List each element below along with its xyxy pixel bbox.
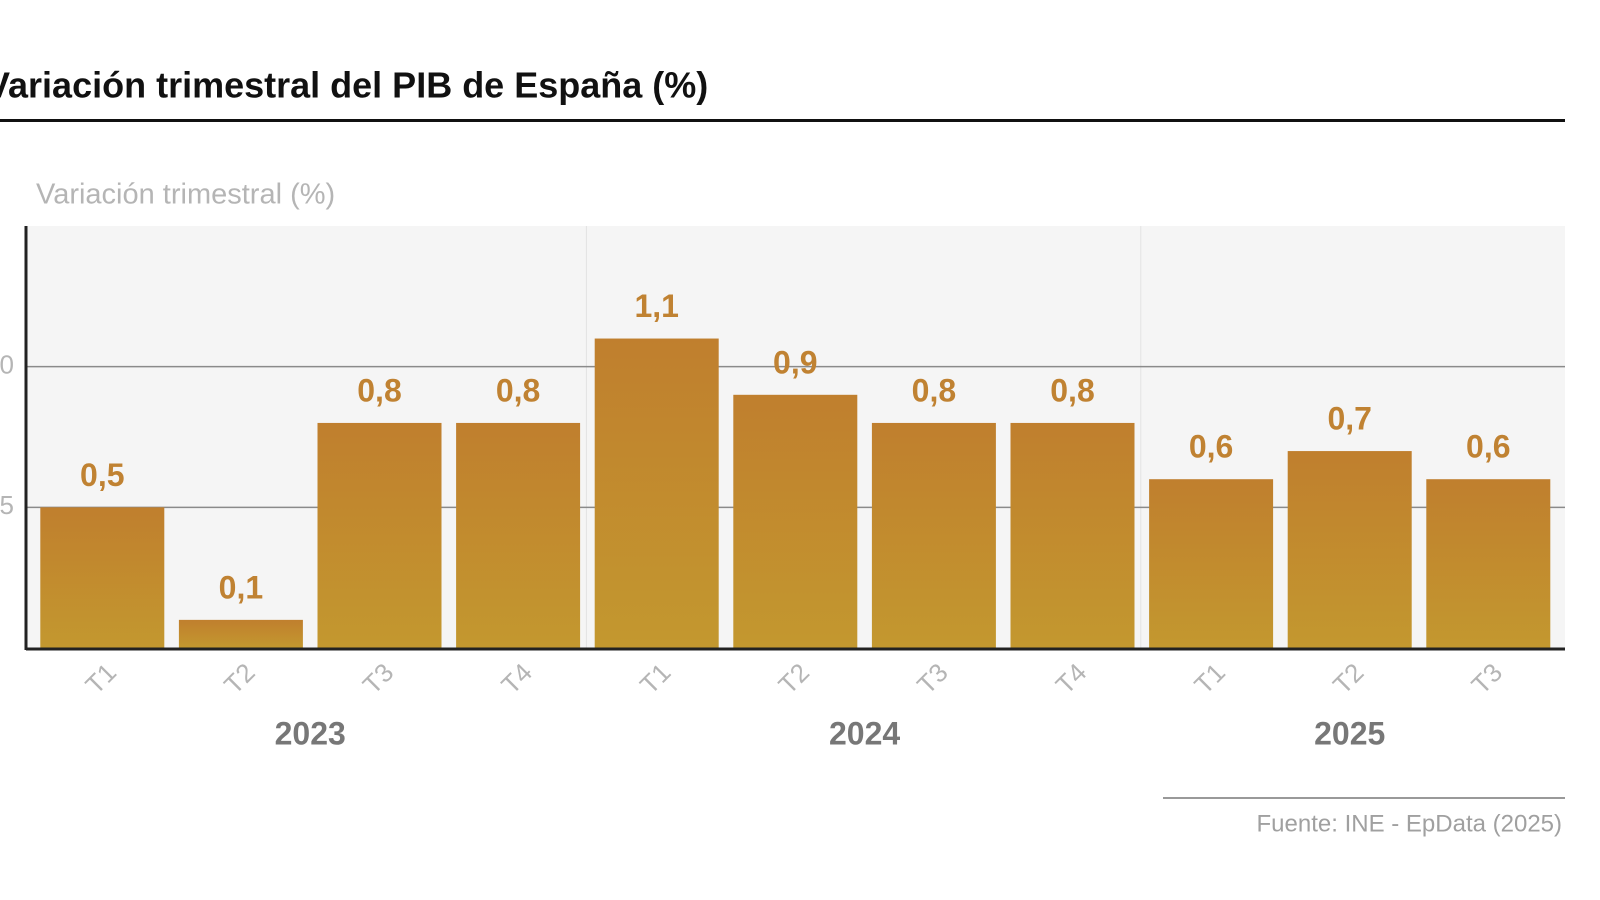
x-tick-label: T1 bbox=[634, 657, 677, 700]
value-label: 0,8 bbox=[1050, 372, 1094, 408]
group-label: 2024 bbox=[829, 715, 900, 751]
title-rule bbox=[0, 119, 1565, 122]
y-tick-label: 1,0 bbox=[0, 350, 14, 380]
value-label: 0,5 bbox=[80, 457, 124, 493]
bar bbox=[178, 619, 303, 648]
bar bbox=[317, 422, 442, 648]
x-tick-label: T2 bbox=[1327, 657, 1370, 700]
value-label: 0,7 bbox=[1327, 401, 1371, 437]
x-tick-label: T1 bbox=[1188, 657, 1231, 700]
value-label: 0,6 bbox=[1466, 429, 1510, 465]
x-tick-label: T2 bbox=[218, 657, 261, 700]
group-label: 2025 bbox=[1314, 715, 1385, 751]
bar bbox=[1010, 422, 1135, 648]
value-label: 0,8 bbox=[496, 372, 540, 408]
bar bbox=[1287, 451, 1412, 648]
value-label: 0,8 bbox=[357, 372, 401, 408]
x-tick-label: T4 bbox=[1050, 657, 1093, 700]
x-tick-label: T4 bbox=[495, 657, 538, 700]
x-tick-label: T3 bbox=[1465, 657, 1508, 700]
bar bbox=[733, 394, 858, 648]
bar bbox=[1426, 479, 1551, 648]
bar bbox=[456, 422, 581, 648]
value-label: 0,1 bbox=[219, 569, 263, 605]
x-tick-label: T3 bbox=[911, 657, 954, 700]
value-label: 1,1 bbox=[634, 288, 678, 324]
y-tick-label: 0,5 bbox=[0, 490, 14, 520]
value-label: 0,9 bbox=[773, 344, 817, 380]
group-label: 2023 bbox=[275, 715, 346, 751]
bar bbox=[871, 422, 996, 648]
bar bbox=[594, 338, 719, 648]
bar bbox=[40, 507, 165, 648]
bar bbox=[1149, 479, 1274, 648]
value-label: 0,6 bbox=[1189, 429, 1233, 465]
y-axis-label: Variación trimestral (%) bbox=[36, 179, 335, 211]
chart-title: Variación trimestral del PIB de España (… bbox=[0, 65, 708, 106]
source: Fuente: INE - EpData (2025) bbox=[1257, 810, 1562, 837]
x-tick-label: T1 bbox=[79, 657, 122, 700]
x-tick-label: T3 bbox=[357, 657, 400, 700]
x-tick-label: T2 bbox=[772, 657, 815, 700]
value-label: 0,8 bbox=[912, 372, 956, 408]
